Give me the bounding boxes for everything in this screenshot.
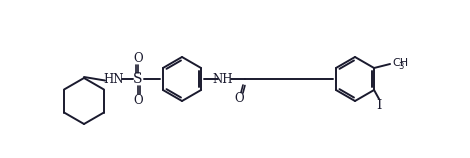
Text: CH: CH <box>392 58 408 68</box>
Text: I: I <box>376 98 382 112</box>
Text: NH: NH <box>213 73 233 85</box>
Text: O: O <box>133 52 143 64</box>
Text: S: S <box>133 72 143 86</box>
Text: O: O <box>234 92 244 106</box>
Text: O: O <box>133 94 143 106</box>
Text: HN: HN <box>104 73 124 85</box>
Text: 3: 3 <box>398 62 403 71</box>
